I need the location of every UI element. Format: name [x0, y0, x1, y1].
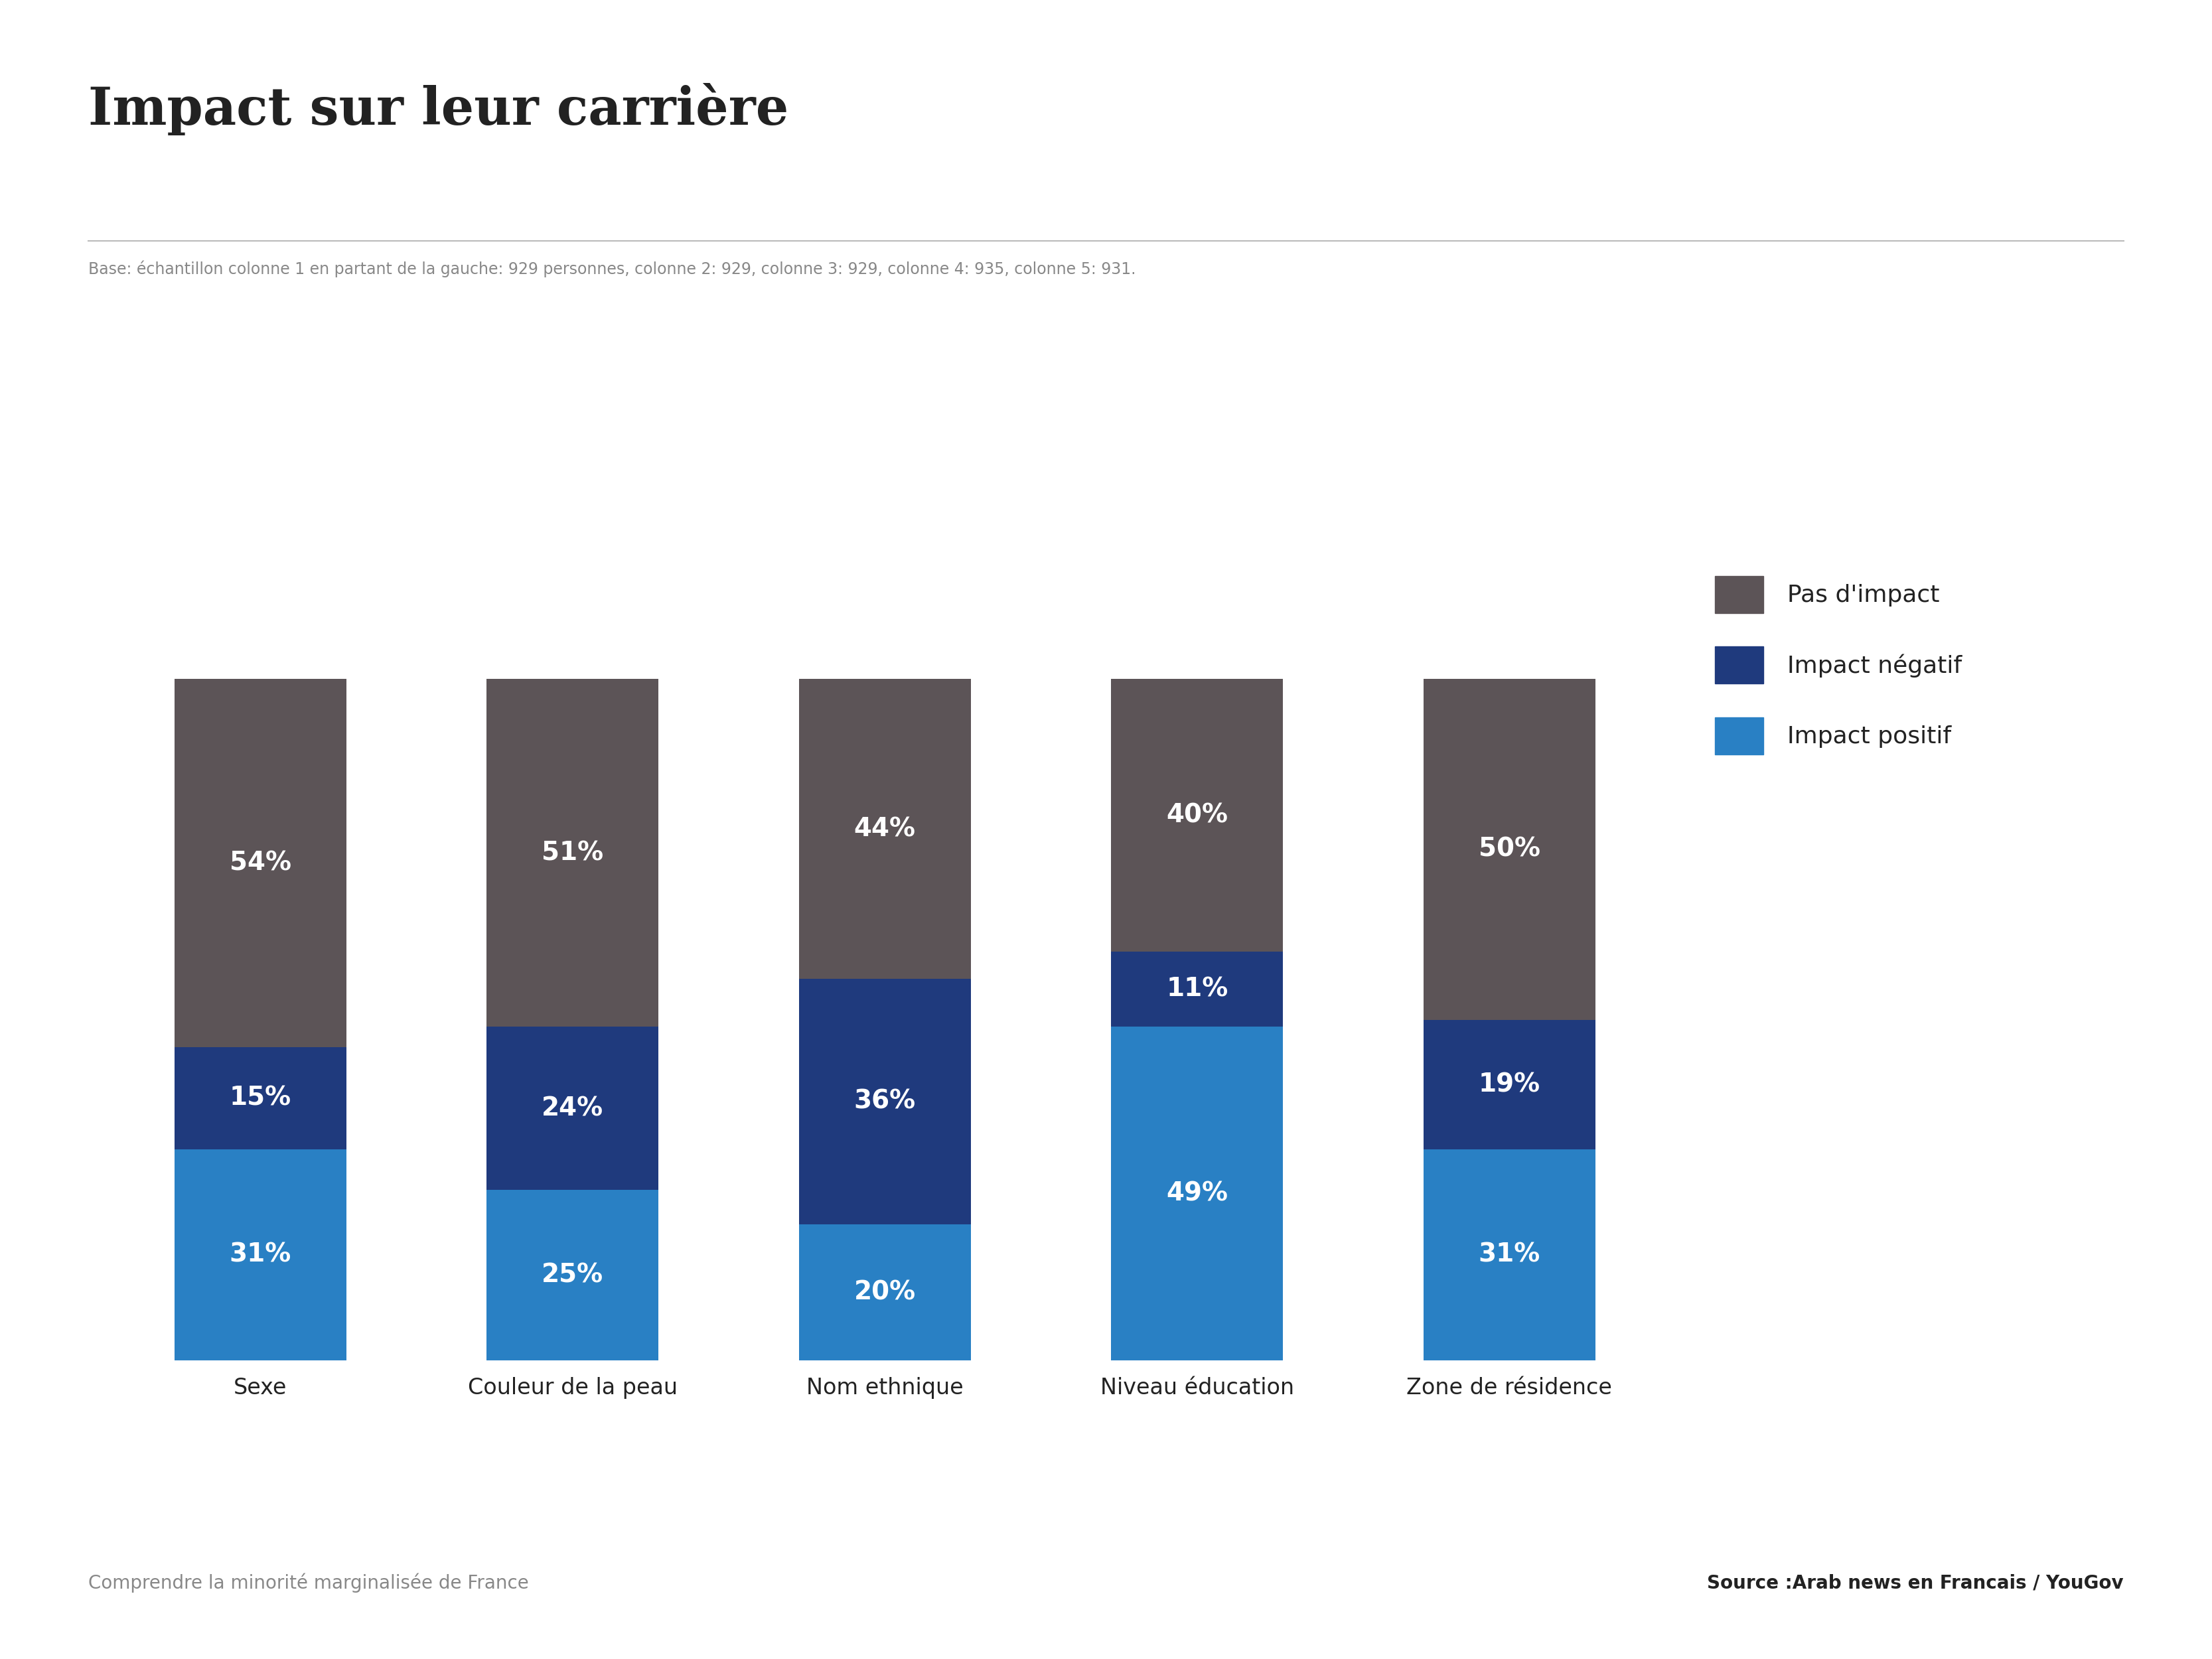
Text: 19%: 19% — [1478, 1072, 1540, 1097]
Text: 31%: 31% — [230, 1243, 292, 1267]
Text: 24%: 24% — [542, 1095, 604, 1121]
Text: 31%: 31% — [1478, 1243, 1540, 1267]
Bar — [1110, 1027, 1283, 1360]
Bar — [175, 679, 345, 1047]
Text: 51%: 51% — [542, 839, 604, 866]
Text: 50%: 50% — [1478, 836, 1540, 863]
Bar — [1425, 1150, 1595, 1360]
Text: 40%: 40% — [1166, 803, 1228, 828]
Bar — [487, 1027, 659, 1190]
Bar — [1425, 679, 1595, 1020]
Text: 54%: 54% — [230, 851, 292, 876]
Bar — [1110, 952, 1283, 1027]
Text: 25%: 25% — [542, 1262, 604, 1287]
Bar — [799, 979, 971, 1224]
Bar — [175, 1047, 345, 1150]
Text: 44%: 44% — [854, 816, 916, 841]
Text: Comprendre la minorité marginalisée de France: Comprendre la minorité marginalisée de F… — [88, 1573, 529, 1593]
Text: 49%: 49% — [1166, 1181, 1228, 1206]
Bar — [1110, 679, 1283, 952]
Text: Base: échantillon colonne 1 en partant de la gauche: 929 personnes, colonne 2: 9: Base: échantillon colonne 1 en partant d… — [88, 260, 1137, 277]
Text: 20%: 20% — [854, 1279, 916, 1306]
Text: Source :Arab news en Francais / YouGov: Source :Arab news en Francais / YouGov — [1708, 1574, 2124, 1593]
Legend: Pas d'impact, Impact négatif, Impact positif: Pas d'impact, Impact négatif, Impact pos… — [1714, 576, 1962, 755]
Text: Impact sur leur carrière: Impact sur leur carrière — [88, 83, 790, 136]
Text: 36%: 36% — [854, 1088, 916, 1115]
Bar — [487, 679, 659, 1027]
Bar — [1425, 1020, 1595, 1150]
Text: 11%: 11% — [1166, 977, 1228, 1002]
Text: 15%: 15% — [230, 1085, 292, 1110]
Bar — [487, 1190, 659, 1360]
Bar — [175, 1150, 345, 1360]
Bar — [799, 1224, 971, 1360]
Bar — [799, 679, 971, 979]
